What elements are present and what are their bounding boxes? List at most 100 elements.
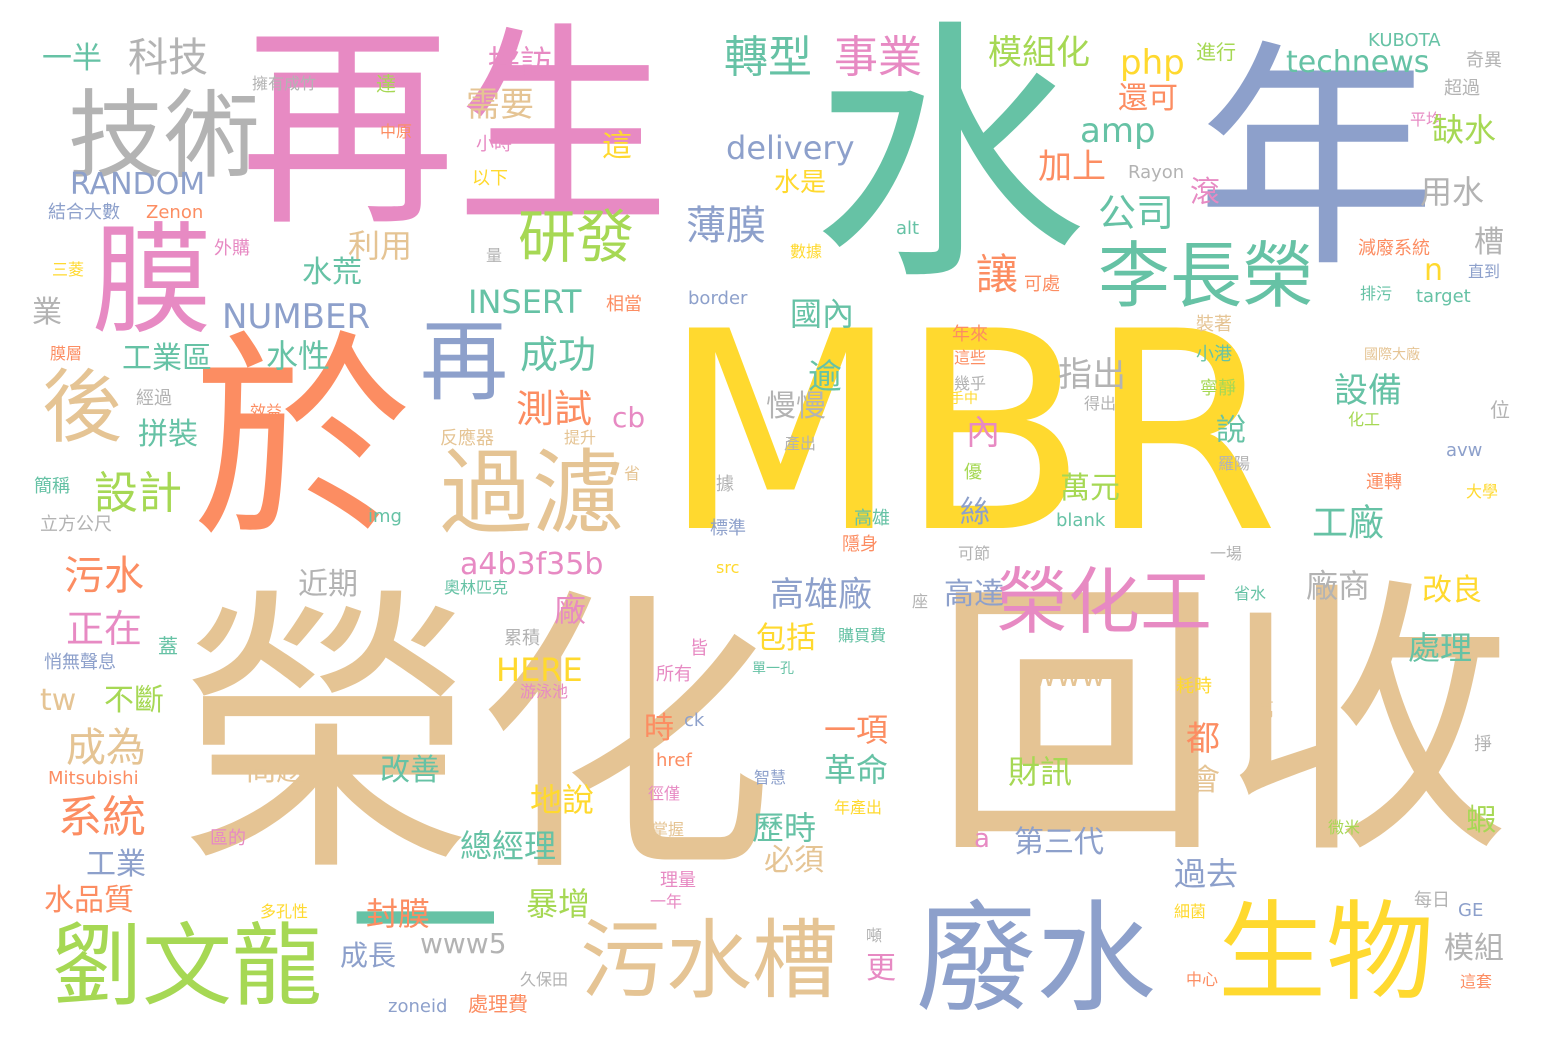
word: 相當	[606, 294, 642, 315]
word: 細菌	[1174, 902, 1207, 921]
word: 反應器	[440, 428, 494, 449]
word: HERE	[496, 651, 583, 689]
word: 水	[812, 0, 1087, 317]
word: 簡稱	[34, 476, 70, 497]
word: www5	[420, 927, 507, 960]
word: 耗時	[1176, 676, 1212, 697]
word: 革命	[824, 751, 889, 789]
word: 排污	[1360, 284, 1393, 303]
word: 寧靜	[1200, 378, 1236, 399]
word: 歷時	[752, 809, 817, 847]
word: 一	[350, 838, 501, 1012]
word: 薄膜	[686, 203, 766, 249]
word: 缺水	[1432, 111, 1497, 149]
word: 拼裝	[138, 417, 198, 452]
word: 蝦	[1466, 803, 1496, 838]
word: 這套	[1460, 972, 1493, 991]
word: 工業區	[122, 341, 212, 376]
word: 水是	[774, 168, 827, 198]
word: www	[1032, 659, 1106, 694]
word: 年來	[952, 324, 988, 345]
word: cb	[612, 401, 646, 434]
word: 位	[1490, 398, 1510, 422]
word: 更	[866, 951, 896, 986]
word: 廢水	[916, 890, 1156, 1029]
word: 立方公尺	[40, 514, 112, 535]
word: 一年	[650, 892, 683, 911]
word: 可處	[1024, 274, 1060, 295]
word: 游泳池	[520, 682, 569, 701]
word: 徑僅	[648, 784, 681, 803]
word: 平均	[1410, 110, 1443, 129]
word: 膜	[92, 212, 212, 351]
word: 可節	[958, 544, 991, 563]
word: 三菱	[52, 260, 85, 279]
word: src	[716, 558, 740, 577]
word: img	[368, 506, 402, 527]
word: 處理費	[468, 992, 528, 1016]
word: 中心	[1186, 970, 1219, 989]
word: 逾	[808, 357, 842, 397]
word: href	[656, 750, 692, 771]
word: 都	[1186, 719, 1220, 759]
word: 外購	[214, 238, 250, 259]
word: 掌握	[652, 820, 685, 839]
word: 運轉	[1366, 472, 1402, 493]
word: 膜層	[50, 344, 83, 363]
word: 於	[192, 312, 413, 568]
word: 劉文龍	[52, 914, 322, 1019]
word: 包括	[756, 621, 816, 656]
word: 經過	[136, 388, 172, 409]
word: 處理	[1408, 629, 1473, 667]
word: 財訊	[1008, 753, 1073, 791]
word: 還可	[1118, 81, 1178, 116]
word: alt	[896, 218, 920, 239]
word: target	[1416, 286, 1471, 307]
word: 單一孔	[752, 661, 794, 677]
word: blank	[1056, 510, 1106, 531]
word: 系統	[58, 792, 146, 843]
word: 絲	[960, 495, 990, 530]
word: 以下	[472, 168, 508, 189]
word: 慢慢	[766, 389, 826, 424]
word: 手中	[950, 391, 978, 407]
word: 這些	[954, 348, 987, 367]
word: 轉型	[724, 32, 812, 83]
word: 改善	[380, 753, 440, 788]
word: 設計	[94, 468, 182, 519]
word: 省	[624, 464, 641, 483]
word: 化工	[1348, 410, 1381, 429]
word: 會	[1190, 763, 1220, 798]
word: 一項	[824, 711, 889, 749]
word: 污水槽	[580, 911, 838, 1011]
word: avw	[1446, 440, 1483, 461]
word: 內	[966, 413, 1000, 453]
word: 減廢系統	[1358, 238, 1430, 259]
word: KUBOTA	[1368, 30, 1441, 51]
word: 小港	[1196, 344, 1232, 365]
word: 需要	[466, 85, 534, 125]
word: 多孔性	[260, 902, 309, 921]
word: 座	[912, 592, 929, 611]
word: 優	[964, 462, 982, 483]
word: 成功	[520, 333, 597, 377]
word: 科技	[128, 35, 208, 81]
word: 問題	[246, 753, 306, 788]
word: 第三代	[1014, 825, 1104, 860]
word: 時	[644, 711, 674, 746]
word: tw	[40, 683, 77, 718]
word: 一場	[1210, 544, 1243, 563]
word: 過去	[1174, 855, 1239, 893]
word: RANDOM	[70, 167, 206, 202]
word: 槽	[1474, 225, 1504, 260]
word: 成為	[66, 725, 146, 771]
word: 測試	[516, 387, 593, 431]
word: border	[688, 288, 748, 309]
word: 模組	[1444, 931, 1504, 966]
word: 高達	[944, 577, 1004, 612]
word: 國內	[790, 295, 855, 333]
word: amp	[1080, 111, 1156, 151]
word: INSERT	[468, 283, 582, 321]
word: 萬元	[1060, 471, 1120, 506]
